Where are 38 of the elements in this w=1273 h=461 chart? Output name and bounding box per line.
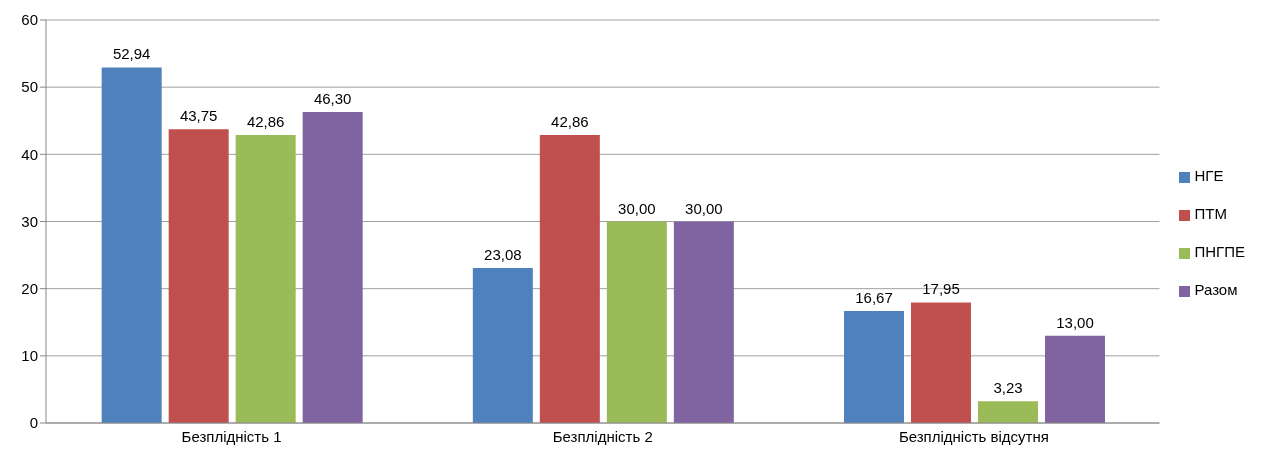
bar [910,302,971,423]
data-label: 42,86 [551,113,589,131]
legend-label: ПТМ [1194,205,1227,222]
data-label: 13,00 [1056,313,1094,331]
bar [472,267,533,423]
y-tick-label: 10 [21,347,38,365]
bar [843,311,904,423]
x-tick-label: Безплідність відсутня [898,427,1049,445]
bar [302,112,363,423]
y-tick-label: 60 [21,11,38,29]
legend-label: НГЕ [1194,167,1224,184]
data-label: 16,67 [855,289,893,307]
x-tick-label: Безплідність 1 [181,427,282,445]
bar [673,221,734,423]
data-label: 46,30 [313,90,352,108]
bar [168,129,229,423]
x-tick-label: Безплідність 2 [552,427,653,445]
data-label: 23,08 [484,245,522,263]
data-label: 3,23 [993,379,1023,397]
data-label: 30,00 [618,199,656,217]
y-tick-label: 30 [21,212,38,230]
bar [1044,335,1105,423]
bar [606,221,667,423]
bar [977,401,1038,423]
data-label: 17,95 [922,280,960,298]
legend-label: ПНГПЕ [1194,243,1245,260]
bar [235,135,296,423]
y-tick-label: 50 [21,78,38,96]
bar [539,135,600,423]
legend-label: Разом [1194,281,1238,298]
data-label: 42,86 [246,113,285,131]
y-tick-label: 40 [21,145,38,163]
data-label: 43,75 [179,107,218,125]
data-label: 52,94 [112,45,151,63]
data-label: 30,00 [685,199,723,217]
bar [101,67,162,423]
y-tick-label: 20 [21,279,38,297]
y-tick-label: 0 [29,414,38,432]
